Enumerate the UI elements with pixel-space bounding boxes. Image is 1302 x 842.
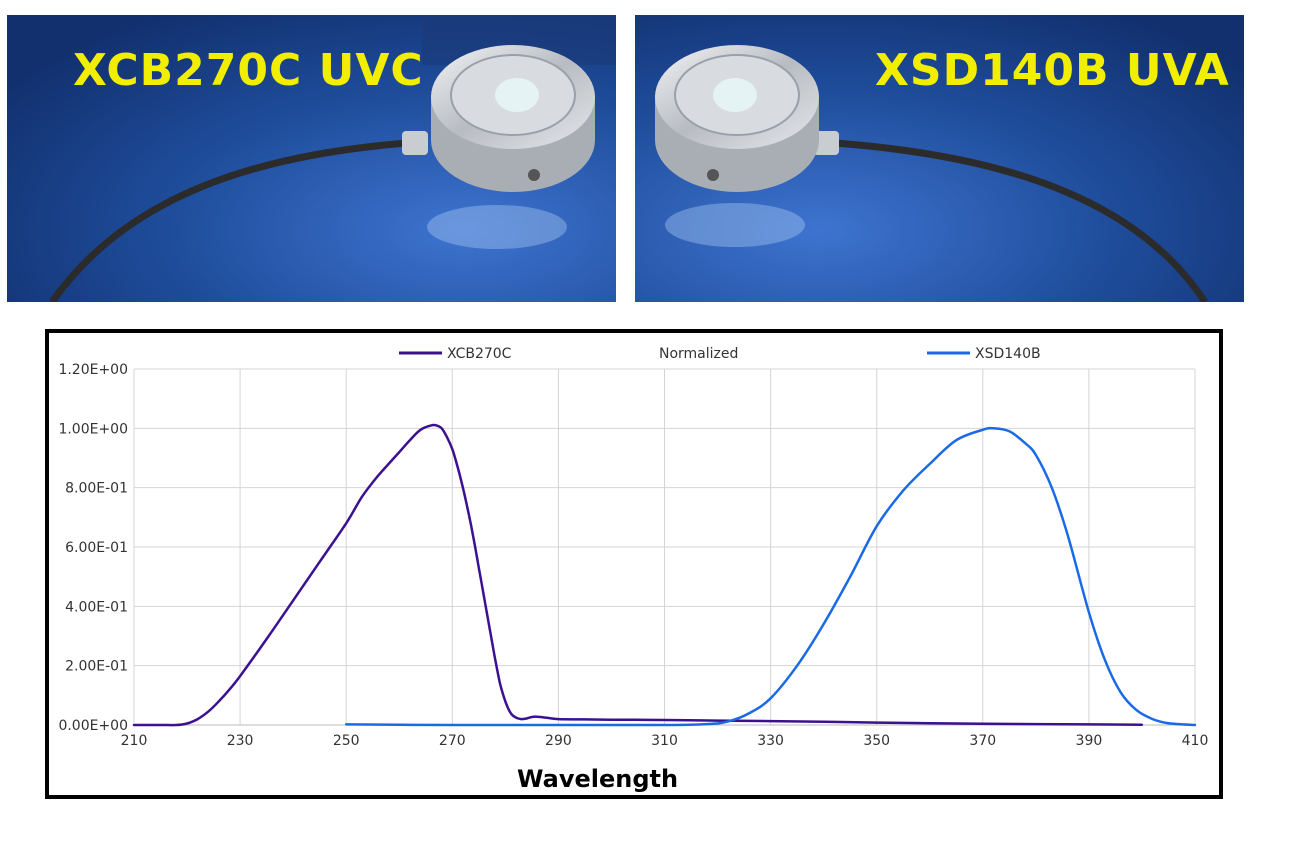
x-tick-label: 390 [1076, 733, 1103, 749]
sensor-photo-right [635, 15, 1244, 302]
series [132, 423, 1197, 727]
y-tick-label: 1.00E+00 [58, 421, 128, 437]
x-tick-label: 350 [863, 733, 890, 749]
x-tick-label: 270 [439, 733, 466, 749]
legend-label-xsd140b: XSD140B [975, 346, 1041, 362]
x-tick-label: 230 [227, 733, 254, 749]
y-tick-label: 6.00E-01 [65, 540, 128, 556]
label-xsd140b-uva: XSD140B UVA [875, 45, 1230, 96]
legend-label-xcb270c: XCB270C [447, 346, 512, 362]
y-tick-label: 0.00E+00 [58, 718, 128, 734]
y-tick-label: 8.00E-01 [65, 481, 128, 497]
x-tick-label: 370 [969, 733, 996, 749]
series-line-xcb270c [132, 423, 1144, 727]
chart-title: Normalized [659, 346, 738, 362]
x-tick-label: 330 [757, 733, 784, 749]
axes: 0.00E+00 2.00E-01 4.00E-01 6.00E-01 8.00E-01… [58, 362, 1208, 749]
x-tick-label: 410 [1182, 733, 1209, 749]
sensor-photo-left [7, 15, 616, 302]
y-tick-label: 1.20E+00 [58, 362, 128, 378]
photo-xsd140b: XSD140B UVA [635, 15, 1244, 302]
series-line-xsd140b [344, 426, 1197, 727]
grid [133, 368, 1196, 726]
x-tick-label: 290 [545, 733, 572, 749]
x-axis-label: Wavelength [517, 765, 678, 793]
spectral-response-chart: 0.00E+00 2.00E-01 4.00E-01 6.00E-01 8.00E-01… [45, 329, 1223, 799]
photo-xcb270c: XCB270C UVC [7, 15, 616, 302]
x-tick-label: 250 [333, 733, 360, 749]
chart-canvas: 0.00E+00 2.00E-01 4.00E-01 6.00E-01 8.00E-01… [58, 346, 1208, 793]
y-tick-label: 2.00E-01 [65, 659, 128, 675]
label-xcb270c-uvc: XCB270C UVC [73, 45, 424, 96]
x-tick-label: 210 [121, 733, 148, 749]
legend: XCB270C Normalized XSD140B [399, 346, 1041, 362]
y-tick-label: 4.00E-01 [65, 599, 128, 615]
x-tick-label: 310 [651, 733, 678, 749]
